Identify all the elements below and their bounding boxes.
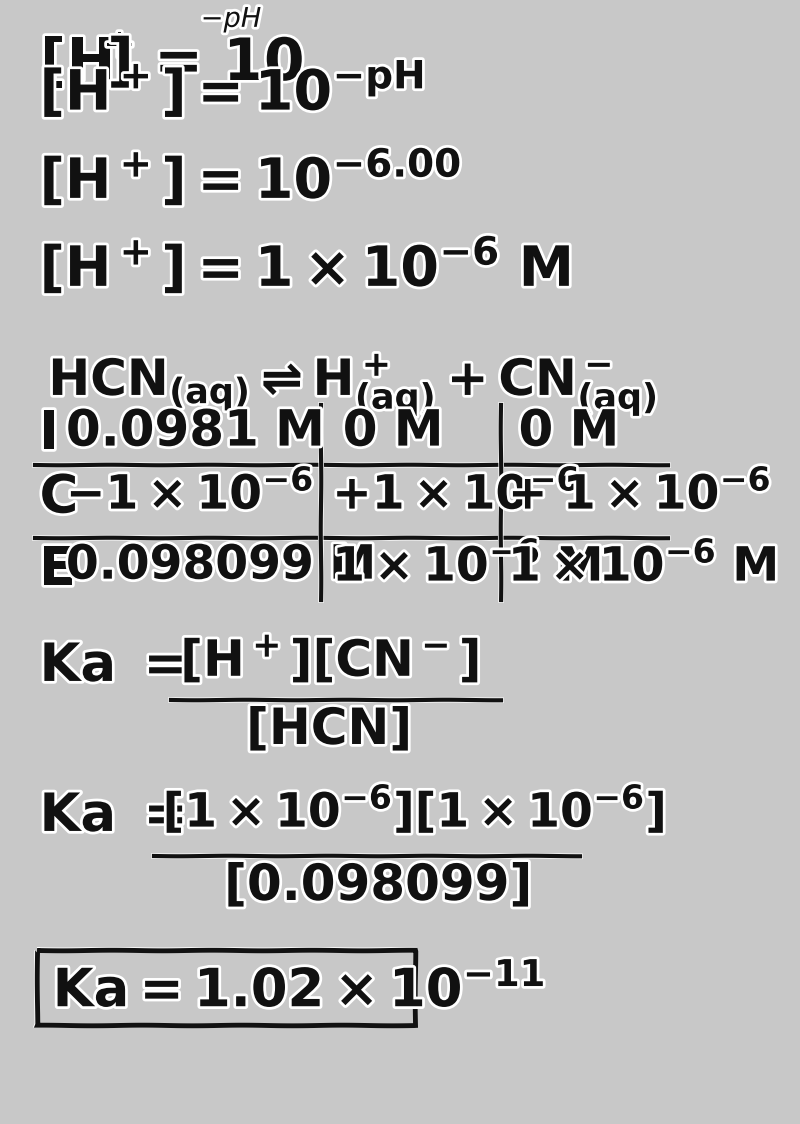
Text: $\mathbf{-1\times10^{-6}}$: $\mathbf{-1\times10^{-6}}$ [66,472,314,519]
Text: $\mathbf{[H^+][CN^-]}$: $\mathbf{[H^+][CN^-]}$ [180,635,479,686]
Text: $\mathbf{0.098099\ M}$: $\mathbf{0.098099\ M}$ [66,544,374,589]
Text: $\mathbf{+\ 1\times10^{-6}}$: $\mathbf{+\ 1\times10^{-6}}$ [508,472,770,519]
Text: ] = 10: ] = 10 [107,35,305,92]
Text: $\mathbf{[H^+] = 10^{-pH}}$: $\mathbf{[H^+] = 10^{-pH}}$ [39,60,424,123]
Text: [H: [H [39,35,115,92]
Text: $\mathbf{1\times10^{-6}\ M}$: $\mathbf{1\times10^{-6}\ M}$ [508,544,777,591]
Text: $\mathbf{I}$: $\mathbf{I}$ [39,408,56,460]
Text: $\mathbf{Ka\ =}$: $\mathbf{Ka\ =}$ [39,640,184,692]
Text: $\mathbf{+1\times10^{-6}}$: $\mathbf{+1\times10^{-6}}$ [332,472,580,519]
Text: $\mathbf{[0.098099]}$: $\mathbf{[0.098099]}$ [224,862,530,910]
Text: $\mathbf{[H^+] = 1 \times 10^{-6}\ M}$: $\mathbf{[H^+] = 1 \times 10^{-6}\ M}$ [39,236,570,298]
Text: $\mathbf{E}$: $\mathbf{E}$ [39,544,74,596]
Text: $\mathbf{[1\times10^{-6}][1\times10^{-6}]}$: $\mathbf{[1\times10^{-6}][1\times10^{-6}… [162,785,665,837]
Text: $\mathbf{Ka\ =}$: $\mathbf{Ka\ =}$ [39,790,184,842]
Text: $\mathbf{0\ M}$: $\mathbf{0\ M}$ [342,408,441,456]
Text: $^{-pH}$: $^{-pH}$ [200,12,262,49]
Text: $\mathbf{0\ M}$: $\mathbf{0\ M}$ [518,408,617,456]
Text: $\mathbf{C}$: $\mathbf{C}$ [39,472,77,524]
Bar [37,950,414,1025]
Text: $^+$: $^+$ [94,35,134,92]
Text: $\mathbf{[HCN]}$: $\mathbf{[HCN]}$ [246,706,410,754]
Text: $\mathbf{0.0981\ M}$: $\mathbf{0.0981\ M}$ [66,408,322,456]
Text: $\mathbf{HCN_{(aq)} \rightleftharpoons H^+_{(aq)} + CN^-_{(aq)}}$: $\mathbf{HCN_{(aq)} \rightleftharpoons H… [48,352,657,418]
Text: $\mathbf{Ka = 1.02 \times 10^{-11}}$: $\mathbf{Ka = 1.02 \times 10^{-11}}$ [53,964,545,1017]
Text: $\mathbf{[H^+] = 10^{-6.00}}$: $\mathbf{[H^+] = 10^{-6.00}}$ [39,148,461,210]
Text: $\mathbf{1\times10^{-6}\ M}$: $\mathbf{1\times10^{-6}\ M}$ [332,544,601,591]
